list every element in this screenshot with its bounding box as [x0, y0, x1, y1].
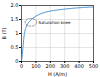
svg-text:Saturation knee: Saturation knee [39, 20, 71, 25]
svg-text:1: 1 [15, 30, 18, 36]
svg-text:300: 300 [60, 63, 70, 69]
svg-text:1.5: 1.5 [11, 16, 19, 22]
svg-text:400: 400 [74, 63, 84, 69]
svg-text:2.0: 2.0 [11, 2, 19, 8]
svg-text:100: 100 [31, 63, 41, 69]
svg-text:200: 200 [46, 63, 56, 69]
svg-text:0.5: 0.5 [11, 44, 19, 50]
svg-text:B (T): B (T) [1, 27, 7, 39]
svg-text:0: 0 [15, 58, 18, 64]
svg-text:500: 500 [89, 63, 99, 69]
svg-text:H (A/m): H (A/m) [48, 71, 67, 77]
svg-text:0: 0 [20, 63, 23, 69]
